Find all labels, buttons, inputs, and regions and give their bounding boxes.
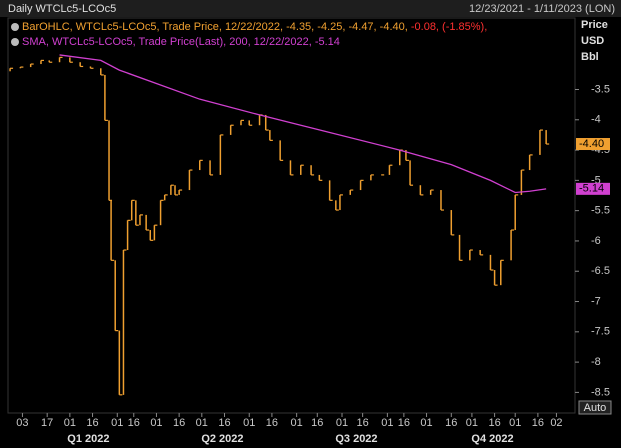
title-bar: [0, 0, 621, 17]
auto-button-label[interactable]: Auto: [584, 402, 607, 414]
x-tick-label: 02: [550, 417, 562, 429]
axis-header: Bbl: [581, 51, 599, 63]
last-value-box: [576, 182, 610, 195]
x-tick-label: 16: [445, 417, 457, 429]
y-tick-label: -7: [591, 295, 601, 307]
y-tick-label: -5: [591, 174, 601, 186]
y-tick-label: -8.5: [591, 386, 610, 398]
x-tick-label: 16: [532, 417, 544, 429]
x-tick-label: 01: [381, 417, 393, 429]
y-tick-label: -5.5: [591, 205, 610, 217]
x-tick-label: 01: [196, 417, 208, 429]
axis-header: USD: [581, 35, 604, 47]
legend-icon: [11, 38, 19, 46]
x-tick-label: 01: [150, 417, 162, 429]
y-tick-label: -8: [591, 356, 601, 368]
x-tick-label: 17: [41, 417, 53, 429]
x-tick-label: 16: [173, 417, 185, 429]
x-tick-label: 16: [218, 417, 230, 429]
last-value-label: -4.40: [579, 138, 604, 150]
legend-line: BarOHLC, WTCLc5-LCOc5, Trade Price, 12/2…: [22, 21, 487, 33]
x-tick-label: 01: [466, 417, 478, 429]
x-tick-label: 16: [311, 417, 323, 429]
period-label: Q1 2022: [67, 433, 109, 445]
x-tick-label: 16: [266, 417, 278, 429]
y-tick-label: -3.5: [591, 83, 610, 95]
x-tick-label: 01: [64, 417, 76, 429]
last-value-box: [576, 138, 610, 151]
y-tick-label: -7.5: [591, 326, 610, 338]
plot-frame: [7, 17, 576, 414]
x-tick-label: 16: [398, 417, 410, 429]
legend-text: BarOHLC, WTCLc5-LCOc5, Trade Price, 12/2…: [22, 21, 411, 33]
auto-button[interactable]: [578, 400, 612, 415]
x-tick-label: 16: [86, 417, 98, 429]
last-value-label: -5.14: [579, 183, 604, 195]
x-tick-label: 01: [111, 417, 123, 429]
legend-change: -0.08, (-1.85%),: [411, 21, 487, 33]
x-tick-label: 16: [357, 417, 369, 429]
x-tick-label: 01: [291, 417, 303, 429]
y-tick-label: -4: [591, 114, 601, 126]
legend-icon: [11, 23, 19, 31]
axis-header: Price: [581, 19, 608, 31]
x-tick-label: 01: [509, 417, 521, 429]
y-tick-label: -6.5: [591, 265, 610, 277]
period-label: Q4 2022: [471, 433, 513, 445]
chart-title: Daily WTCLc5-LCOc5: [8, 3, 116, 15]
period-label: Q2 2022: [201, 433, 243, 445]
sma-line: [59, 54, 547, 194]
legend-line: SMA, WTCLc5-LCOc5, Trade Price(Last), 20…: [22, 36, 340, 48]
y-tick-label: -6: [591, 235, 601, 247]
x-tick-label: 16: [128, 417, 140, 429]
date-range: 12/23/2021 - 1/11/2023 (LON): [469, 3, 615, 15]
x-tick-label: 01: [243, 417, 255, 429]
x-tick-label: 01: [420, 417, 432, 429]
period-label: Q3 2022: [335, 433, 377, 445]
x-tick-label: 16: [488, 417, 500, 429]
x-tick-label: 03: [16, 417, 28, 429]
x-tick-label: 01: [336, 417, 348, 429]
